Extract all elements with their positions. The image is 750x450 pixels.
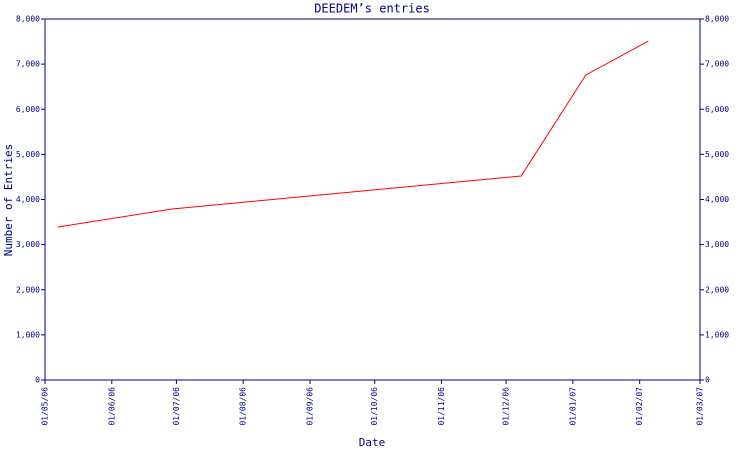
y-tick-label: 5,000 <box>16 150 40 159</box>
chart-title: DEEDEM’s entries <box>314 2 430 16</box>
y-tick-label-right: 2,000 <box>705 285 729 294</box>
x-tick-label: 01/06/06 <box>107 387 116 426</box>
y-tick-label: 3,000 <box>16 240 40 249</box>
y-tick-label: 8,000 <box>16 15 40 24</box>
y-tick-label-right: 0 <box>705 376 710 385</box>
x-tick-label: 01/01/07 <box>568 387 577 426</box>
y-tick-label: 4,000 <box>16 195 40 204</box>
x-tick-label: 01/11/06 <box>437 387 446 426</box>
y-tick-label-right: 5,000 <box>705 150 729 159</box>
y-tick-label: 0 <box>35 376 40 385</box>
y-tick-label-right: 3,000 <box>705 240 729 249</box>
y-tick-label: 1,000 <box>16 330 40 339</box>
x-tick-label: 01/05/06 <box>41 387 50 426</box>
y-tick-label-right: 7,000 <box>705 60 729 69</box>
y-tick-label-right: 8,000 <box>705 15 729 24</box>
y-tick-label: 2,000 <box>16 285 40 294</box>
y-tick-label: 6,000 <box>16 105 40 114</box>
x-tick-label: 01/08/06 <box>239 387 248 426</box>
y-tick-label-right: 1,000 <box>705 330 729 339</box>
x-tick-label: 01/02/07 <box>635 387 644 426</box>
plot-frame <box>44 18 701 381</box>
x-tick-label: 01/10/06 <box>370 387 379 426</box>
y-tick-label-right: 6,000 <box>705 105 729 114</box>
x-tick-label: 01/07/06 <box>172 387 181 426</box>
x-tick-label: 01/12/06 <box>502 387 511 426</box>
x-tick-label: 01/03/07 <box>696 387 705 426</box>
y-tick-label: 7,000 <box>16 60 40 69</box>
data-line <box>57 40 649 228</box>
y-tick-label-right: 4,000 <box>705 195 729 204</box>
x-tick-label: 01/09/06 <box>306 387 315 426</box>
x-axis-label: Date <box>359 436 386 449</box>
y-axis-label: Number of Entries <box>2 144 15 257</box>
